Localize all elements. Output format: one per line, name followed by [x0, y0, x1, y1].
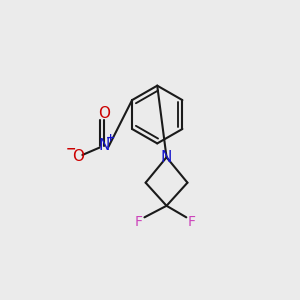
Text: O: O: [72, 148, 84, 164]
Text: −: −: [65, 142, 76, 155]
Text: +: +: [106, 133, 115, 143]
Text: O: O: [98, 106, 110, 121]
Text: N: N: [98, 138, 110, 153]
Text: F: F: [188, 215, 196, 229]
Text: F: F: [135, 215, 142, 229]
Text: N: N: [161, 150, 172, 165]
